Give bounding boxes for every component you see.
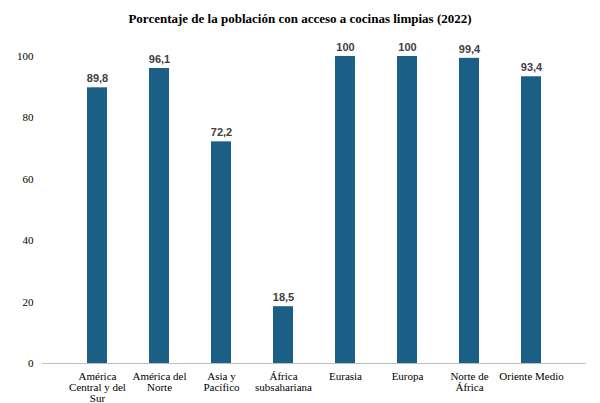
svg-text:Asia yPacífico: Asia yPacífico [203, 370, 240, 393]
svg-text:100: 100 [336, 41, 354, 53]
svg-text:72,2: 72,2 [211, 126, 232, 138]
svg-text:80: 80 [23, 111, 35, 123]
svg-text:60: 60 [23, 173, 35, 185]
svg-text:99,4: 99,4 [459, 43, 481, 55]
html-text:Porcentaje de la población con: Porcentaje de la población con acceso a … [128, 11, 472, 26]
svg-text:100: 100 [398, 41, 416, 53]
svg-text:Norte deÁfrica: Norte deÁfrica [450, 370, 488, 393]
svg-text:Eurasia: Eurasia [329, 370, 362, 382]
svg-text:40: 40 [23, 234, 35, 246]
svg-text:93,4: 93,4 [521, 61, 543, 73]
svg-text:Oriente Medio: Oriente Medio [499, 370, 564, 382]
svg-text:0: 0 [28, 357, 34, 369]
svg-text:América delNorte: América delNorte [132, 370, 186, 393]
svg-text:AméricaCentral y delSur: AméricaCentral y delSur [69, 370, 126, 403]
svg-text:89,8: 89,8 [87, 72, 108, 84]
svg-text:Europa: Europa [392, 370, 424, 382]
svg-text:96,1: 96,1 [149, 53, 170, 65]
svg-text:100: 100 [17, 50, 34, 62]
svg-text:18,5: 18,5 [273, 291, 294, 303]
svg-text:Áfricasubsahariana: Áfricasubsahariana [255, 370, 312, 393]
svg-text:20: 20 [23, 296, 35, 308]
